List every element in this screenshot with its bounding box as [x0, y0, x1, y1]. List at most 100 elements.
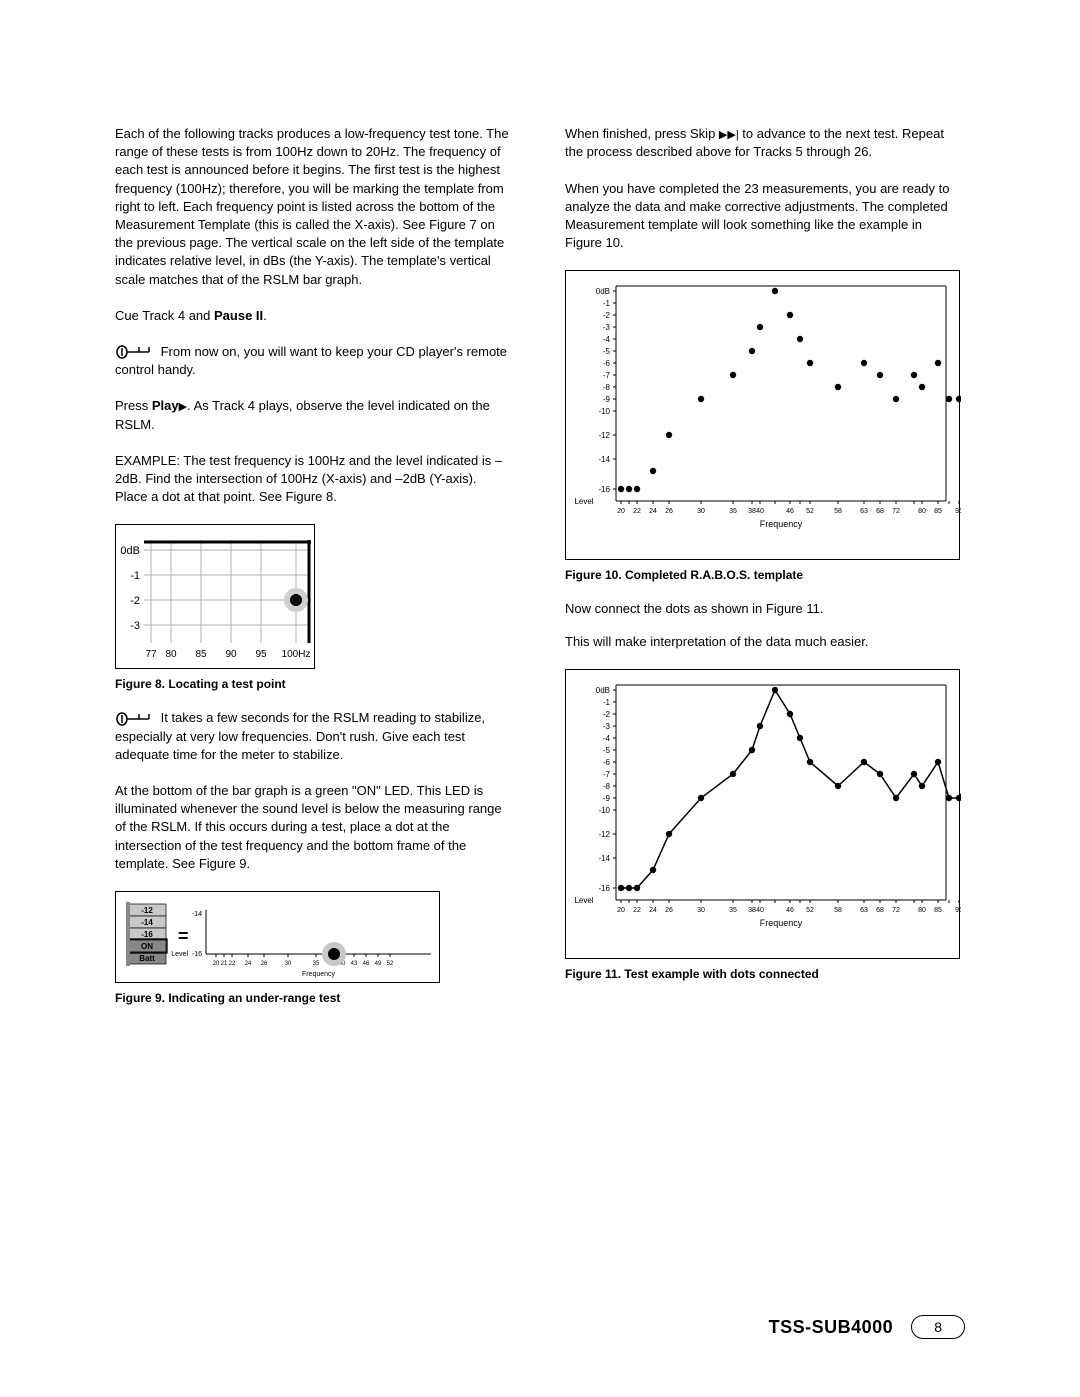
- svg-text:-3: -3: [603, 722, 611, 731]
- svg-text:68: 68: [876, 907, 884, 914]
- press-text: Press: [115, 398, 152, 413]
- svg-text:26: 26: [665, 907, 673, 914]
- svg-text:-4: -4: [603, 734, 611, 743]
- svg-text:26: 26: [665, 508, 673, 515]
- para-play: Press Play▶. As Track 4 plays, observe t…: [115, 397, 510, 434]
- svg-text:-14: -14: [141, 918, 153, 927]
- svg-text:-6: -6: [603, 359, 611, 368]
- svg-text:20: 20: [213, 961, 220, 967]
- svg-text:-2: -2: [603, 311, 611, 320]
- svg-text:-12: -12: [598, 431, 610, 440]
- svg-text:58: 58: [834, 907, 842, 914]
- svg-text:-8: -8: [603, 782, 611, 791]
- figure-11: 0dB-1-2-3-4-5-6-7-8-9-10-12-14-16Level20…: [565, 669, 960, 959]
- skip-icon: ▶▶|: [719, 129, 739, 141]
- svg-text:-7: -7: [603, 770, 611, 779]
- svg-text:-12: -12: [141, 906, 153, 915]
- figure-9: -12-14-16ONBatt=-14-16Level2021222426303…: [115, 891, 440, 983]
- svg-text:-16: -16: [598, 485, 610, 494]
- figure-8: 0dB-1-2-37780859095100Hz: [115, 524, 315, 669]
- svg-text:30: 30: [697, 907, 705, 914]
- svg-text:38: 38: [748, 907, 756, 914]
- svg-text:26: 26: [261, 961, 268, 967]
- svg-text:22: 22: [229, 961, 236, 967]
- svg-text:-9: -9: [603, 794, 611, 803]
- svg-text:Frequency: Frequency: [760, 918, 803, 928]
- svg-text:-6: -6: [603, 758, 611, 767]
- para-remote: From now on, you will want to keep your …: [115, 343, 510, 379]
- svg-text:-16: -16: [192, 951, 202, 958]
- svg-text:-4: -4: [603, 335, 611, 344]
- cue-period: .: [263, 308, 267, 323]
- para-skip: When finished, press Skip ▶▶| to advance…: [565, 125, 960, 162]
- svg-text:-9: -9: [603, 395, 611, 404]
- svg-text:-14: -14: [598, 854, 610, 863]
- figure-11-caption: Figure 11. Test example with dots connec…: [565, 967, 960, 981]
- svg-text:0dB: 0dB: [120, 545, 140, 557]
- page-number: 8: [911, 1315, 965, 1339]
- para-connect-1: Now connect the dots as shown in Figure …: [565, 600, 960, 618]
- svg-text:20: 20: [617, 907, 625, 914]
- svg-text:95: 95: [955, 508, 961, 515]
- svg-text:Level: Level: [574, 896, 593, 905]
- svg-text:-2: -2: [130, 595, 140, 607]
- svg-text:-3: -3: [130, 620, 140, 632]
- para-stabilize: It takes a few seconds for the RSLM read…: [115, 709, 510, 764]
- svg-text:Level: Level: [574, 497, 593, 506]
- para-connect-2: This will make interpretation of the dat…: [565, 633, 960, 651]
- svg-text:43: 43: [351, 961, 358, 967]
- figure-10: 0dB-1-2-3-4-5-6-7-8-9-10-12-14-16Level20…: [565, 270, 960, 560]
- para-completed: When you have completed the 23 measureme…: [565, 180, 960, 253]
- svg-text:77: 77: [145, 649, 157, 660]
- svg-text:46: 46: [786, 907, 794, 914]
- svg-text:68: 68: [876, 508, 884, 515]
- svg-text:20: 20: [617, 508, 625, 515]
- svg-text:35: 35: [729, 907, 737, 914]
- svg-text:-14: -14: [598, 455, 610, 464]
- svg-text:52: 52: [387, 961, 394, 967]
- svg-text:-8: -8: [603, 383, 611, 392]
- svg-text:-16: -16: [141, 930, 153, 939]
- svg-text:80: 80: [918, 508, 926, 515]
- svg-text:46: 46: [786, 508, 794, 515]
- remote-text: From now on, you will want to keep your …: [115, 344, 507, 377]
- svg-text:52: 52: [806, 907, 814, 914]
- play-label: Play: [152, 398, 179, 413]
- svg-text:24: 24: [245, 961, 252, 967]
- svg-text:0dB: 0dB: [596, 686, 610, 695]
- svg-text:30: 30: [285, 961, 292, 967]
- svg-text:-14: -14: [192, 911, 202, 918]
- svg-text:-7: -7: [603, 371, 611, 380]
- svg-text:-3: -3: [603, 323, 611, 332]
- svg-text:90: 90: [225, 649, 237, 660]
- svg-text:63: 63: [860, 907, 868, 914]
- cue-text: Cue Track 4 and: [115, 308, 214, 323]
- svg-text:-2: -2: [603, 710, 611, 719]
- key-icon: [115, 345, 151, 359]
- figure-9-caption: Figure 9. Indicating an under-range test: [115, 991, 510, 1005]
- pause-label: Pause II: [214, 308, 263, 323]
- play-icon: ▶: [179, 401, 187, 413]
- svg-text:-12: -12: [598, 830, 610, 839]
- para-cue: Cue Track 4 and Pause II.: [115, 307, 510, 325]
- svg-text:-16: -16: [598, 884, 610, 893]
- svg-text:35: 35: [313, 961, 320, 967]
- svg-text:38: 38: [748, 508, 756, 515]
- svg-text:85: 85: [934, 508, 942, 515]
- svg-text:Batt: Batt: [139, 954, 155, 963]
- svg-text:-5: -5: [603, 746, 611, 755]
- svg-text:-5: -5: [603, 347, 611, 356]
- page-footer: TSS-SUB4000 8: [769, 1315, 965, 1339]
- svg-text:-10: -10: [598, 407, 610, 416]
- svg-text:100Hz: 100Hz: [282, 649, 311, 660]
- svg-text:21: 21: [221, 961, 228, 967]
- svg-text:85: 85: [195, 649, 207, 660]
- para-intro: Each of the following tracks produces a …: [115, 125, 510, 289]
- para-onled: At the bottom of the bar graph is a gree…: [115, 782, 510, 873]
- svg-text:Level: Level: [171, 951, 188, 958]
- svg-text:-1: -1: [603, 299, 611, 308]
- svg-text:72: 72: [892, 508, 900, 515]
- svg-text:Frequency: Frequency: [302, 971, 336, 978]
- figure-10-caption: Figure 10. Completed R.A.B.O.S. template: [565, 568, 960, 582]
- svg-text:ON: ON: [141, 942, 153, 951]
